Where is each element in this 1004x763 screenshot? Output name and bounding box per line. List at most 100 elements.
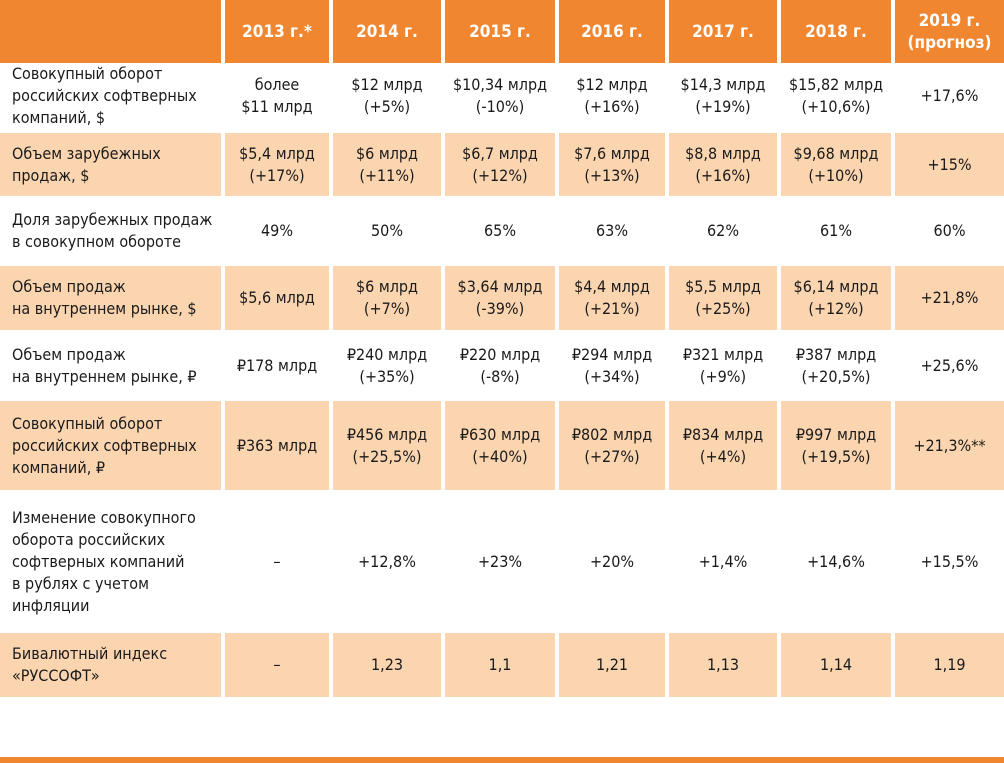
row-label-line: на внутреннем рынке, ₽ — [12, 366, 197, 386]
cell-2019: 60% — [891, 196, 1004, 262]
cell-2015: $3,64 млрд (-39%) — [441, 262, 555, 330]
cell-value-line: (+17%) — [249, 165, 305, 185]
cell-value-line: 65% — [484, 221, 516, 240]
row-label-line: российских софтверных — [12, 86, 197, 105]
header-row: 2013 г.* 2014 г. 2015 г. 2016 г. 2017 г.… — [0, 0, 1004, 63]
row-label-line: «РУССОФТ» — [12, 666, 100, 685]
row-label-line: Бивалютный индекс — [12, 644, 168, 663]
cell-2013: $5,6 млрд — [221, 262, 329, 330]
header-2015: 2015 г. — [441, 0, 555, 63]
cell-value-line: $14,3 млрд — [680, 75, 766, 94]
cell-value-line: $10,34 млрд — [452, 75, 548, 94]
cell-value-line: 1,21 — [595, 655, 629, 674]
cell-2016: ₽802 млрд (+27%) — [555, 397, 665, 490]
cell-value-line: (-10%) — [475, 97, 525, 116]
cell-value-line: (+25,5%) — [352, 446, 422, 466]
cell-2016: ₽294 млрд (+34%) — [555, 330, 665, 397]
cell-value-line: (+35%) — [359, 366, 415, 386]
cell-value-line: $12 млрд — [351, 75, 423, 94]
cell-2016: +20% — [555, 490, 665, 629]
cell-value-line: 62% — [707, 221, 739, 240]
cell-value-line: (+16%) — [695, 165, 751, 185]
cell-value-line: ₽630 млрд — [459, 424, 541, 444]
cell-2015: ₽630 млрд (+40%) — [441, 397, 555, 490]
cell-value-line: +15,5% — [920, 551, 979, 571]
cell-value-line: (+12%) — [808, 299, 864, 318]
cell-2013: ₽363 млрд — [221, 397, 329, 490]
cell-2013: более $11 млрд — [221, 63, 329, 129]
cell-value-line: – — [273, 551, 281, 571]
row-label-line: Совокупный оборот — [12, 413, 163, 433]
cell-2014: ₽456 млрд (+25,5%) — [329, 397, 441, 490]
cell-value-line: (+21%) — [584, 299, 640, 318]
cell-value-line: 1,23 — [370, 655, 404, 674]
cell-value-line: $8,8 млрд — [685, 143, 761, 163]
cell-value-line: (+7%) — [363, 299, 411, 318]
cell-2017: ₽834 млрд (+4%) — [665, 397, 777, 490]
row-label: Доля зарубежных продаж в совокупном оборо… — [0, 196, 221, 262]
cell-value-line: $5,6 млрд — [239, 288, 315, 307]
cell-2014: 1,23 — [329, 629, 441, 697]
bottom-accent-bar — [0, 757, 1004, 763]
cell-value-line: $3,64 млрд — [457, 277, 543, 296]
row-label-line: Объем продаж — [12, 277, 126, 296]
cell-2015: ₽220 млрд (-8%) — [441, 330, 555, 397]
cell-value-line: (+10,6%) — [801, 97, 871, 116]
cell-value-line: ₽387 млрд — [795, 344, 877, 364]
row-label-line: продаж, $ — [12, 165, 90, 185]
row-label-line: в совокупном обороте — [12, 232, 182, 251]
cell-2017: $14,3 млрд (+19%) — [665, 63, 777, 129]
cell-2018: 1,14 — [777, 629, 891, 697]
header-2018: 2018 г. — [777, 0, 891, 63]
cell-value-line: +1,4% — [698, 551, 748, 571]
cell-value-line: (+20,5%) — [801, 366, 871, 386]
cell-value-line: +21,3%** — [913, 435, 986, 455]
cell-value-line: (+11%) — [359, 165, 415, 185]
cell-value-line: (+16%) — [584, 97, 640, 116]
cell-value-line: (+12%) — [472, 165, 528, 185]
row-label: Совокупный оборот российских софтверных ко… — [0, 397, 221, 490]
table-row-total-turnover-usd: Совокупный оборот российских софтверных ко… — [0, 63, 1004, 129]
cell-2018: ₽997 млрд (+19,5%) — [777, 397, 891, 490]
row-label-line: Объем зарубежных — [12, 143, 161, 163]
cell-2013: – — [221, 629, 329, 697]
cell-value-line: +20% — [589, 551, 635, 571]
cell-value-line: +23% — [477, 551, 523, 571]
cell-value-line: +12,8% — [358, 551, 416, 571]
row-label: Объем продаж на внутреннем рынке, ₽ — [0, 330, 221, 397]
cell-value-line: $5,5 млрд — [685, 277, 761, 296]
cell-2018: $9,68 млрд (+10%) — [777, 129, 891, 196]
cell-value-line: (+9%) — [699, 366, 747, 386]
cell-2013: $5,4 млрд (+17%) — [221, 129, 329, 196]
cell-value-line: $15,82 млрд — [788, 75, 884, 94]
cell-value-line: 49% — [261, 221, 293, 240]
cell-2015: +23% — [441, 490, 555, 629]
cell-2019: +21,8% — [891, 262, 1004, 330]
cell-value-line: более — [254, 75, 300, 94]
cell-value-line: +14,6% — [807, 551, 865, 571]
cell-value-line: (+13%) — [584, 165, 640, 185]
header-2017: 2017 г. — [665, 0, 777, 63]
cell-value-line: 61% — [820, 221, 852, 240]
cell-value-line: +25,6% — [920, 355, 979, 375]
cell-2016: 1,21 — [555, 629, 665, 697]
cell-value-line: ₽802 млрд — [571, 424, 653, 444]
cell-value-line: (+4%) — [699, 446, 747, 466]
header-2016: 2016 г. — [555, 0, 665, 63]
row-label-line: на внутреннем рынке, $ — [12, 299, 197, 318]
cell-value-line: ₽220 млрд — [459, 344, 541, 364]
cell-value-line: (+19,5%) — [801, 446, 871, 466]
cell-2017: ₽321 млрд (+9%) — [665, 330, 777, 397]
row-label-line: компаний, ₽ — [12, 457, 106, 477]
row-label: Объем зарубежных продаж, $ — [0, 129, 221, 196]
cell-2015: $6,7 млрд (+12%) — [441, 129, 555, 196]
cell-value-line: $6,14 млрд — [793, 277, 879, 296]
cell-2018: $6,14 млрд (+12%) — [777, 262, 891, 330]
row-label-line: Объем продаж — [12, 344, 126, 364]
cell-value-line: – — [273, 655, 281, 674]
cell-value-line: ₽997 млрд — [795, 424, 877, 444]
cell-2014: +12,8% — [329, 490, 441, 629]
cell-value-line: 1,19 — [933, 655, 966, 674]
row-label-line: Изменение совокупного — [12, 507, 196, 527]
cell-value-line: $12 млрд — [576, 75, 648, 94]
